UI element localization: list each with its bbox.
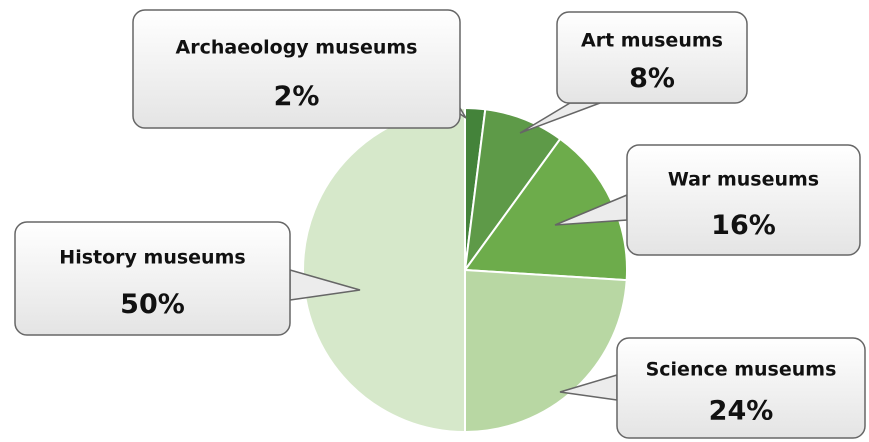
category-label: Archaeology museums bbox=[176, 36, 418, 58]
callout-box bbox=[14, 221, 291, 336]
pie-slice bbox=[302, 106, 466, 434]
callout-box bbox=[556, 11, 748, 104]
callout-box bbox=[626, 144, 861, 256]
pie bbox=[302, 106, 628, 434]
value-label: 2% bbox=[274, 81, 320, 112]
callouts: Archaeology museums 2% Art museums 8% War mu… bbox=[14, 9, 866, 439]
category-label: Art museums bbox=[581, 30, 723, 52]
value-label: 8% bbox=[629, 63, 675, 94]
pie-slice bbox=[464, 268, 628, 434]
callout-box bbox=[616, 337, 866, 439]
callout-box bbox=[132, 9, 461, 129]
value-label: 16% bbox=[711, 210, 776, 241]
value-label: 50% bbox=[120, 289, 185, 320]
category-label: History museums bbox=[59, 247, 245, 269]
category-label: War museums bbox=[668, 169, 819, 191]
category-label: Science museums bbox=[646, 359, 837, 381]
value-label: 24% bbox=[709, 396, 774, 427]
